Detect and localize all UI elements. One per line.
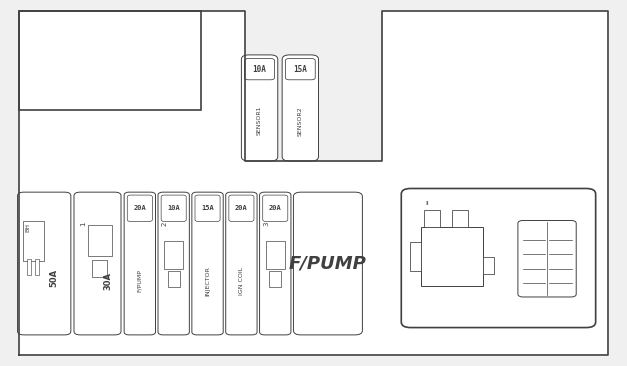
FancyBboxPatch shape: [161, 195, 186, 221]
Text: 20A: 20A: [269, 205, 282, 211]
FancyBboxPatch shape: [192, 192, 223, 335]
Text: F/PUMP: F/PUMP: [137, 269, 142, 292]
Bar: [270, 272, 281, 287]
Text: 3: 3: [263, 221, 270, 226]
Text: II: II: [425, 201, 429, 206]
FancyBboxPatch shape: [229, 195, 254, 221]
FancyBboxPatch shape: [127, 195, 152, 221]
Bar: [92, 260, 107, 277]
Text: 30A: 30A: [103, 272, 112, 290]
Bar: [483, 257, 494, 274]
FancyBboxPatch shape: [124, 192, 155, 335]
Bar: [27, 259, 31, 274]
Bar: [452, 210, 468, 227]
Text: 1: 1: [80, 221, 87, 226]
Text: IGN COIL: IGN COIL: [239, 266, 244, 295]
FancyBboxPatch shape: [263, 195, 288, 221]
Text: 20A: 20A: [134, 205, 146, 211]
Text: 15A: 15A: [201, 205, 214, 211]
FancyBboxPatch shape: [158, 192, 189, 335]
Polygon shape: [19, 11, 608, 355]
Text: 15A: 15A: [293, 65, 307, 74]
Bar: [19, 11, 201, 110]
FancyBboxPatch shape: [293, 192, 362, 335]
Bar: [35, 259, 39, 274]
Bar: [88, 225, 112, 256]
FancyBboxPatch shape: [226, 192, 257, 335]
Text: 2: 2: [162, 221, 168, 226]
Bar: [409, 242, 421, 271]
Text: SENSOR1: SENSOR1: [257, 106, 262, 135]
Text: 50A: 50A: [50, 269, 58, 287]
FancyBboxPatch shape: [241, 55, 278, 161]
Bar: [424, 210, 440, 227]
Bar: [421, 227, 483, 286]
FancyBboxPatch shape: [518, 220, 576, 297]
FancyBboxPatch shape: [401, 188, 596, 328]
Bar: [168, 272, 180, 287]
FancyBboxPatch shape: [18, 192, 71, 335]
Bar: [266, 241, 285, 269]
FancyBboxPatch shape: [260, 192, 291, 335]
FancyBboxPatch shape: [195, 195, 220, 221]
FancyBboxPatch shape: [74, 192, 121, 335]
Bar: [23, 221, 44, 261]
Text: INJECTOR: INJECTOR: [205, 266, 210, 296]
FancyBboxPatch shape: [245, 59, 275, 80]
Text: 10A: 10A: [167, 205, 180, 211]
FancyBboxPatch shape: [282, 55, 319, 161]
Text: BH: BH: [26, 223, 31, 232]
Text: SENSOR2: SENSOR2: [298, 106, 303, 135]
Text: 20A: 20A: [235, 205, 248, 211]
Text: 10A: 10A: [253, 65, 266, 74]
Bar: [164, 241, 183, 269]
Text: F/PUMP: F/PUMP: [289, 254, 367, 273]
FancyBboxPatch shape: [285, 59, 315, 80]
